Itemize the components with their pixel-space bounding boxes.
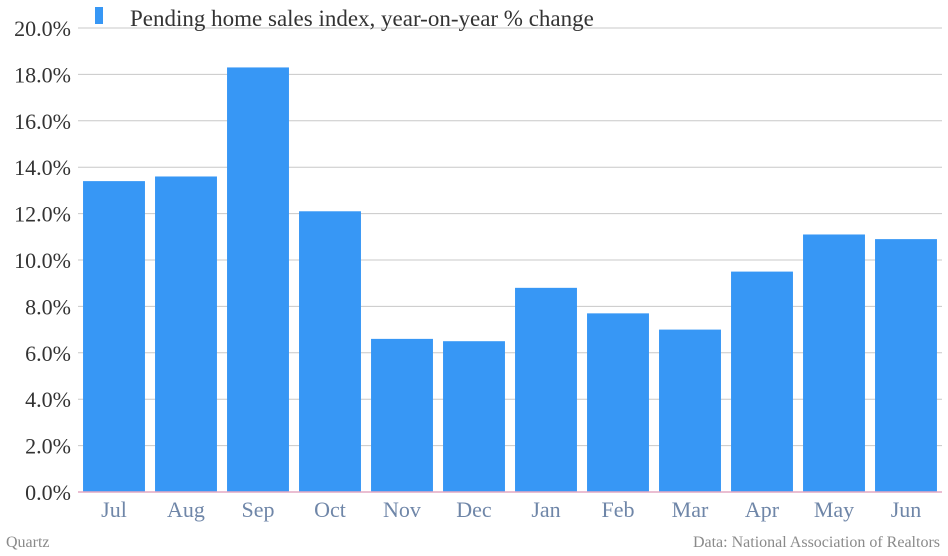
bar-dec (443, 341, 505, 492)
y-tick-label: 2.0% (25, 434, 71, 459)
y-tick-label: 4.0% (25, 387, 71, 412)
y-tick-label: 0.0% (25, 480, 71, 505)
x-tick-label: Dec (456, 497, 492, 522)
y-tick-label: 12.0% (14, 202, 71, 227)
bar-feb (587, 313, 649, 492)
x-tick-label: Mar (672, 497, 709, 522)
bar-jul (83, 181, 145, 492)
bar-jan (515, 287, 577, 492)
bar-may (803, 234, 865, 493)
source-left: Quartz (6, 534, 50, 551)
x-tick-label: Sep (242, 497, 275, 522)
y-tick-label: 14.0% (14, 155, 71, 180)
legend-swatch (95, 7, 103, 24)
legend-label: Pending home sales index, year-on-year %… (130, 6, 594, 31)
bar-nov (371, 338, 433, 492)
source-right: Data: National Association of Realtors (693, 534, 940, 551)
y-tick-label: 6.0% (25, 341, 71, 366)
x-tick-label: Aug (167, 497, 205, 522)
bar-jun (875, 239, 937, 492)
x-tick-label: Jan (531, 497, 560, 522)
y-tick-label: 8.0% (25, 294, 71, 319)
bars (83, 67, 937, 493)
x-tick-label: Jul (101, 497, 127, 522)
bar-aug (155, 176, 217, 493)
grid-lines (78, 27, 942, 447)
bar-sep (227, 67, 289, 492)
bar-apr (731, 271, 793, 492)
x-tick-label: Jun (891, 497, 922, 522)
y-tick-label: 18.0% (14, 62, 71, 87)
x-tick-label: Oct (314, 497, 346, 522)
x-tick-label: Nov (383, 497, 421, 522)
y-tick-label: 16.0% (14, 109, 71, 134)
x-tick-label: Apr (745, 497, 780, 522)
x-axis-ticks: Jul Aug Sep Oct Nov Dec Jan Feb Mar Apr May Jun (101, 497, 921, 522)
y-axis-ticks: 0.0% 2.0% 4.0% 6.0% 8.0% 10.0% 12.0% 14.0% 16.0%… (14, 16, 71, 505)
y-tick-label: 10.0% (14, 248, 71, 273)
y-tick-label: 20.0% (14, 16, 71, 41)
x-tick-label: Feb (602, 497, 635, 522)
bar-mar (659, 329, 721, 492)
x-tick-label: May (814, 497, 854, 522)
legend: Pending home sales index, year-on-year %… (95, 6, 594, 31)
bar-oct (299, 211, 361, 492)
